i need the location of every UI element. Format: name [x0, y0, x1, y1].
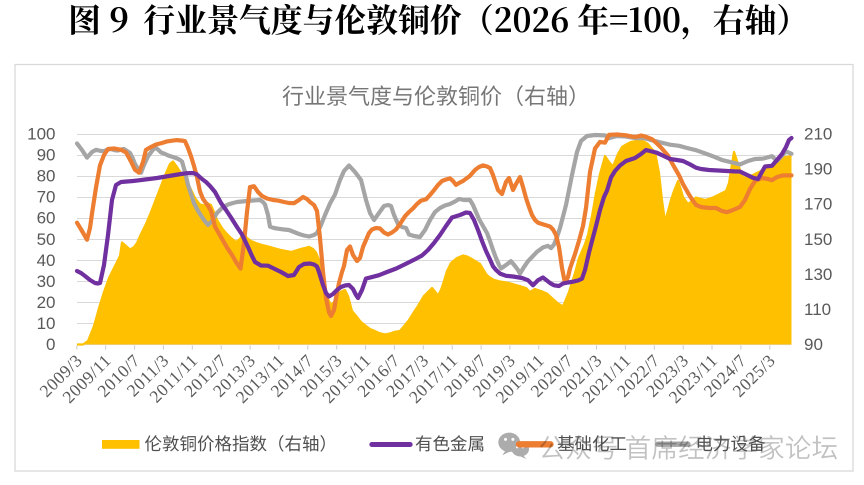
svg-text:60: 60 [37, 209, 56, 228]
svg-text:100: 100 [27, 125, 55, 144]
svg-text:90: 90 [37, 146, 56, 165]
svg-text:40: 40 [37, 251, 56, 270]
svg-text:210: 210 [804, 125, 832, 144]
svg-text:50: 50 [37, 230, 56, 249]
svg-text:70: 70 [37, 188, 56, 207]
svg-text:20: 20 [37, 293, 56, 312]
svg-text:10: 10 [37, 314, 56, 333]
svg-text:110: 110 [804, 300, 831, 319]
svg-text:80: 80 [37, 167, 56, 186]
svg-text:90: 90 [804, 335, 823, 354]
svg-text:0: 0 [46, 335, 55, 354]
svg-text:170: 170 [804, 195, 832, 214]
svg-text:130: 130 [804, 265, 832, 284]
svg-text:150: 150 [804, 230, 832, 249]
svg-text:30: 30 [37, 272, 56, 291]
svg-text:190: 190 [804, 160, 832, 179]
